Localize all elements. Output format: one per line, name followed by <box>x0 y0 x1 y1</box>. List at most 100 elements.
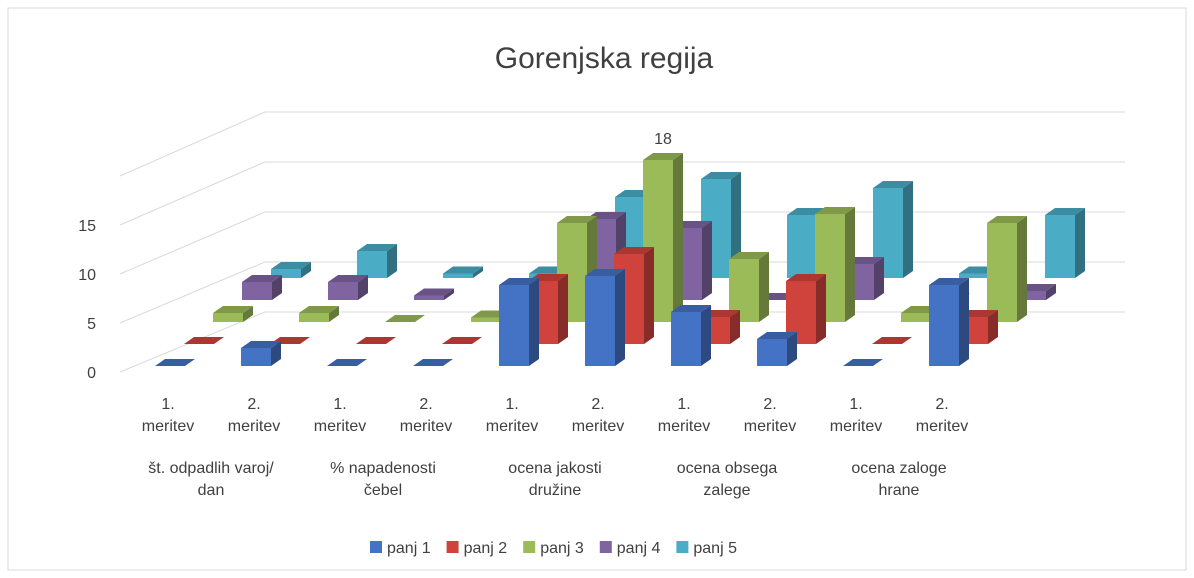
bar-side <box>473 266 483 278</box>
bar-top <box>357 244 397 251</box>
bar-top <box>499 278 539 285</box>
bar-front <box>299 313 329 322</box>
bar-side <box>644 247 654 344</box>
bar-side <box>558 274 568 344</box>
bar-front <box>328 282 358 300</box>
bar-top <box>729 252 769 259</box>
bar-front <box>241 348 271 366</box>
bar-top <box>442 337 482 344</box>
y-tick-label: 5 <box>87 316 96 333</box>
bar-side <box>730 310 740 344</box>
bar-side <box>759 252 769 322</box>
bar-top <box>701 172 741 179</box>
bar-top <box>184 337 224 344</box>
bar-front <box>1045 215 1075 278</box>
bar <box>929 278 969 366</box>
grid-line <box>119 161 1125 226</box>
y-tick-label: 15 <box>78 218 96 235</box>
bar-top <box>1045 208 1085 215</box>
bar <box>1045 208 1085 278</box>
bar-top <box>557 216 597 223</box>
x-tick-label: 1. meritev <box>141 396 195 435</box>
bar-top <box>843 359 883 366</box>
bar-front <box>1016 291 1046 300</box>
bar-top <box>614 247 654 254</box>
bar-top <box>987 216 1027 223</box>
group-label: št. odpadlih varoj/ dan <box>148 460 274 499</box>
x-tick-label: 1. meritev <box>485 396 539 435</box>
bar-side <box>387 244 397 278</box>
legend-label: panj 5 <box>693 540 737 557</box>
bar-side <box>673 153 683 322</box>
bar <box>843 359 883 366</box>
bar-top <box>385 315 425 322</box>
bar-front <box>585 276 615 366</box>
bar <box>499 278 539 366</box>
bar-top <box>241 341 281 348</box>
group-label: ocena jakosti družine <box>508 460 602 499</box>
bar-side <box>444 288 454 300</box>
bar <box>357 244 397 278</box>
bar <box>242 275 282 300</box>
group-label: % napadenosti čebel <box>330 460 436 499</box>
bar <box>413 359 453 366</box>
legend-swatch <box>446 541 459 553</box>
x-tick-label: 1. meritev <box>313 396 367 435</box>
bar-front <box>671 312 701 366</box>
x-tick-label: 2. meritev <box>399 396 453 435</box>
bar-front <box>443 273 473 278</box>
bar <box>786 274 826 344</box>
bar-side <box>1046 284 1056 300</box>
bar-top <box>815 207 855 214</box>
bar <box>385 315 425 322</box>
bar-top <box>757 332 797 339</box>
bar-front <box>929 285 959 366</box>
bar <box>241 341 281 366</box>
legend-swatch <box>676 541 689 553</box>
bar <box>414 288 454 300</box>
bar-side <box>731 172 741 278</box>
bar-front <box>987 223 1017 322</box>
bar-top <box>929 278 969 285</box>
bar-top <box>328 275 368 282</box>
bar-side <box>271 341 281 366</box>
bar-side <box>988 310 998 344</box>
bar-front <box>901 313 931 322</box>
bar-front <box>213 313 243 322</box>
bar-front <box>757 339 787 366</box>
grid-line <box>119 111 1125 177</box>
bar <box>356 337 396 344</box>
y-tick-label: 10 <box>78 267 96 284</box>
bar-side <box>615 269 625 366</box>
x-tick-label: 2. meritev <box>571 396 625 435</box>
legend-label: panj 1 <box>387 540 431 557</box>
bar-side <box>816 274 826 344</box>
bar-top <box>643 153 683 160</box>
group-label: ocena zaloge hrane <box>851 460 947 499</box>
bar <box>671 305 711 366</box>
bar-top <box>443 266 483 274</box>
bar-top <box>585 269 625 276</box>
bar-top <box>327 359 367 366</box>
bar <box>987 216 1027 322</box>
bar-front <box>499 285 529 366</box>
bar-side <box>272 275 282 300</box>
legend-label: panj 4 <box>617 540 661 557</box>
bar <box>299 306 339 322</box>
bar <box>213 306 253 322</box>
bar-top <box>786 274 826 281</box>
bar <box>872 337 912 344</box>
bar <box>442 337 482 344</box>
bar-side <box>529 278 539 366</box>
bar-front <box>787 215 817 278</box>
bar <box>757 332 797 366</box>
bar-top <box>155 359 195 366</box>
bar-front <box>471 317 501 322</box>
group-label: ocena obsega zalege <box>676 460 778 499</box>
bar <box>443 266 483 278</box>
bar-side <box>701 305 711 366</box>
x-tick-label: 2. meritev <box>743 396 797 435</box>
bar <box>327 359 367 366</box>
bar-top <box>242 275 282 282</box>
